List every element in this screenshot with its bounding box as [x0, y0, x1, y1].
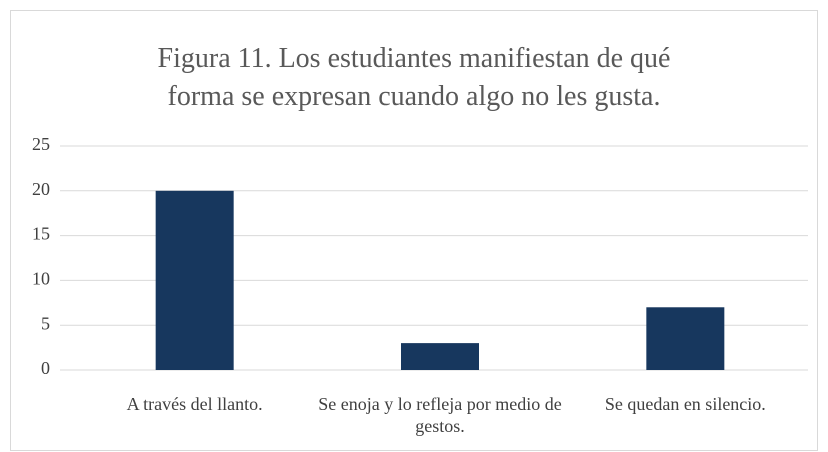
y-tick-label: 25 — [32, 134, 50, 154]
bar — [155, 190, 234, 370]
x-tick-label: Se enoja y lo refleja por medio de gesto… — [318, 394, 562, 436]
chart-title: Figura 11. Los estudiantes manifiestan d… — [157, 43, 671, 112]
x-tick-label: Se quedan en silencio. — [604, 394, 766, 414]
y-tick-label: 15 — [32, 224, 50, 244]
y-tick-label: 5 — [41, 313, 50, 333]
chart-border — [10, 10, 818, 451]
bar — [401, 343, 479, 370]
y-tick-label: 20 — [32, 179, 50, 199]
y-tick-label: 10 — [32, 269, 50, 289]
x-tick-label: A través del llanto. — [126, 394, 263, 414]
y-tick-label: 0 — [41, 358, 50, 378]
bar — [646, 307, 725, 370]
